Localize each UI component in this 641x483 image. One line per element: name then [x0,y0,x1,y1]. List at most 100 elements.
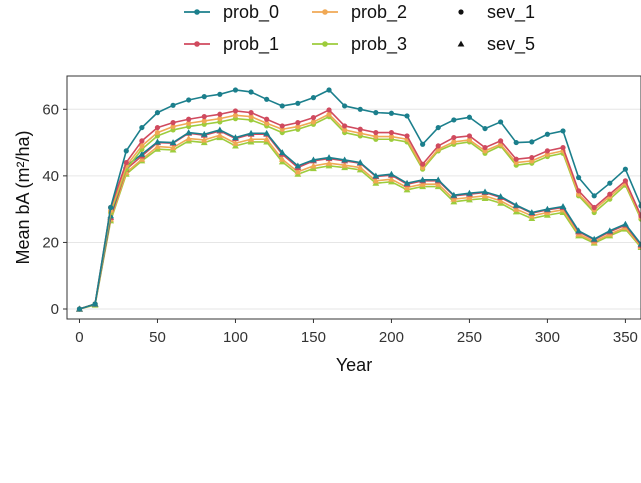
data-point [451,117,457,123]
data-point [419,176,427,183]
data-point [372,172,380,179]
legend-item-prob_3: prob_3 [312,34,407,55]
series-prob_2-sev_5 [76,131,641,312]
series-prob_1-sev_1 [76,107,641,312]
data-point [591,193,597,199]
data-point [435,143,441,149]
data-point [435,124,441,131]
data-point [622,166,629,172]
data-point [529,139,535,145]
data-point [76,306,83,312]
data-point [138,155,146,162]
data-point [575,227,583,234]
data-point [232,87,239,93]
data-point [529,154,535,161]
data-point [264,96,270,102]
data-point [590,235,598,242]
data-point [295,100,301,106]
data-point [607,180,613,186]
data-point [513,156,519,162]
data-point [217,116,223,122]
data-point [326,111,332,117]
data-point [450,191,458,198]
data-point [185,129,193,136]
data-point [341,156,349,163]
series-layer [76,87,641,312]
data-point [342,127,348,133]
data-point [466,114,473,120]
data-point [248,89,254,95]
x-tick-label: 250 [457,329,482,346]
data-point [466,194,473,201]
data-point [638,203,641,209]
y-tick-label: 0 [51,301,59,318]
data-point [356,164,364,171]
data-point [373,110,379,116]
x-tick-label: 200 [379,329,404,346]
data-point [497,197,505,204]
data-point [278,155,286,162]
data-point [200,136,208,143]
data-point [420,161,426,167]
data-point [388,133,395,140]
data-point [294,162,302,169]
data-point [451,139,457,145]
legend-label: prob_0 [223,2,279,23]
data-point [248,110,254,116]
data-point [279,103,285,109]
legend-key-marker [322,9,328,15]
data-point [216,126,224,133]
legend-key-marker [194,41,200,47]
data-point [482,144,488,151]
x-tick-label: 150 [301,329,326,346]
data-point [169,139,177,146]
x-tick-label: 350 [613,329,638,346]
data-point [404,113,410,119]
data-point [264,116,270,122]
data-point [139,143,145,149]
data-point [528,209,536,216]
data-point [170,102,176,108]
data-point [201,94,207,100]
data-point [404,133,410,139]
data-point [513,139,519,146]
data-point [544,131,551,137]
x-axis-title: Year [336,355,372,375]
data-point [466,137,473,143]
legend-item-prob_2: prob_2 [312,2,407,23]
data-point [373,133,379,140]
data-point [560,144,566,151]
data-point [434,180,442,187]
data-point [372,177,380,184]
data-point [622,178,629,184]
legend-key-marker [194,9,200,15]
data-point [248,114,254,120]
data-point [326,107,332,113]
data-point [357,106,363,112]
data-point [450,195,458,202]
data-point [482,125,488,132]
data-point [310,162,317,169]
data-point [388,110,395,116]
legend-item-sev_1: sev_1 [458,2,535,23]
data-point [606,227,614,234]
data-point [544,148,551,154]
series-prob_0-sev_1 [76,87,641,312]
data-point [419,180,427,187]
data-point [434,176,442,183]
legend-label: sev_1 [487,2,535,23]
data-point [139,138,145,144]
legend-key-marker [322,41,328,47]
ticks: 0 20 40 60 0 50 100 150 200 250 300 350 [42,101,638,346]
data-point [108,204,114,211]
data-point [388,175,395,182]
data-point [154,129,161,136]
data-point [357,130,363,136]
data-point [217,91,223,97]
data-point [186,97,192,103]
data-point [263,135,271,142]
data-point [451,134,457,141]
legend-label: prob_2 [351,2,407,23]
data-point [295,123,301,130]
